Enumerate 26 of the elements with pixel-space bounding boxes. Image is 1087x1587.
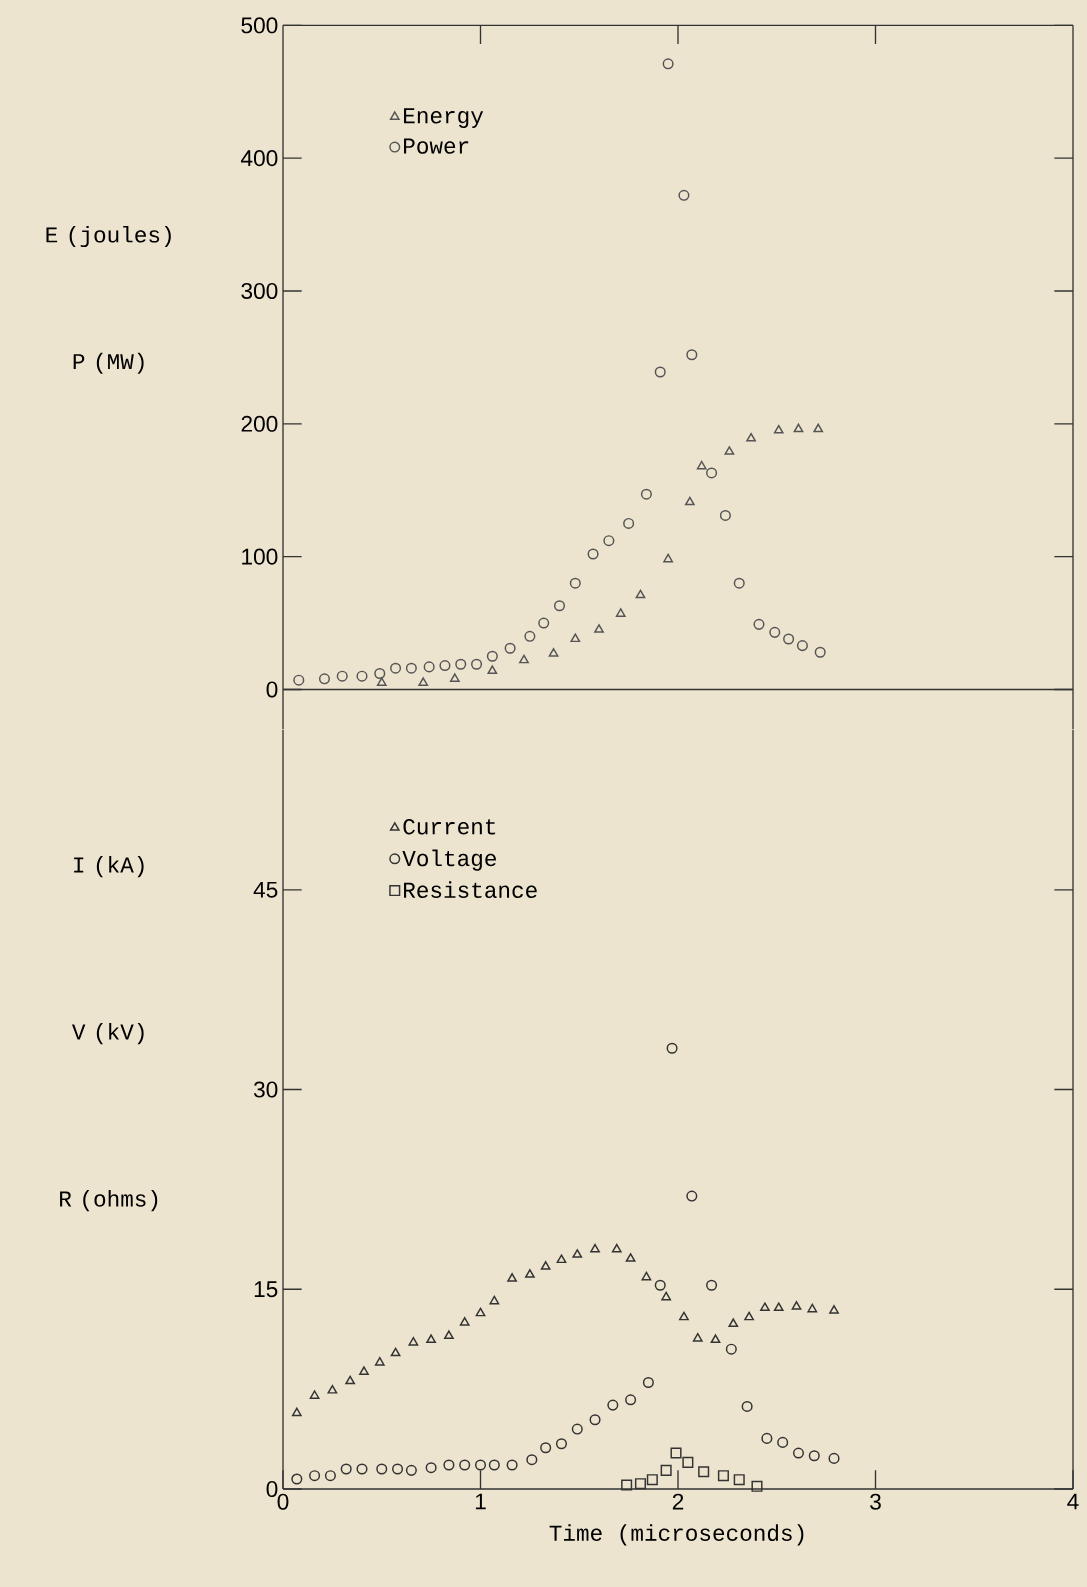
x-tick-label: 2 — [672, 1493, 684, 1510]
y-tick-label: 200 — [241, 415, 278, 432]
text: P (MW) — [73, 352, 144, 374]
y-tick-label: 500 — [241, 17, 278, 34]
y-axis-title: I (kA) — [74, 856, 144, 878]
x-tick-label: 1 — [475, 1493, 486, 1510]
y-tick-label: 45 — [253, 881, 278, 898]
y-tick-label: 15 — [254, 1281, 278, 1298]
legend-label: Energy — [404, 108, 484, 128]
text: R (ohms) — [60, 1190, 158, 1212]
x-tick-label: 3 — [870, 1493, 881, 1510]
x-tick-label: 0 — [277, 1493, 289, 1510]
legend-label: Voltage — [402, 849, 496, 871]
y-tick-label: 0 — [266, 681, 278, 698]
y-tick-label: 0 — [266, 1480, 278, 1498]
x-axis-title: Time (microseconds) — [549, 1524, 804, 1546]
y-tick-label: 30 — [253, 1081, 278, 1098]
y-tick-label: 400 — [240, 150, 278, 167]
x-tick-label: 4 — [1067, 1493, 1079, 1510]
legend-label: Power — [404, 138, 469, 154]
text: V (kV) — [71, 1023, 144, 1045]
y-tick-label: 100 — [242, 548, 278, 565]
y-tick-label: 300 — [241, 282, 278, 299]
legend-label: Current — [403, 819, 496, 835]
legend-label: Resistance — [404, 881, 537, 899]
y-axis-title: E (joules) — [46, 225, 171, 248]
